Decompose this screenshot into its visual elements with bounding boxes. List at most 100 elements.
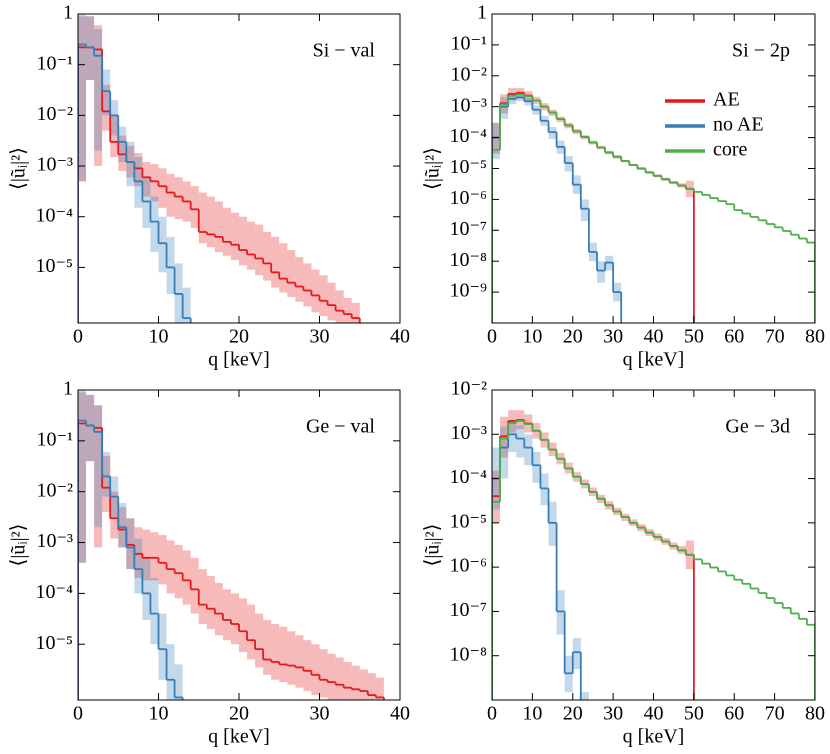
error-band [78,392,87,563]
error-band [335,290,344,323]
error-band [343,661,352,700]
error-band [126,518,135,570]
y-axis-label: ⟨|ũᵢ|²⟩ [8,524,30,567]
error-band [335,657,344,700]
x-tick-label: 0 [73,703,83,725]
x-tick-label: 10 [522,703,542,725]
y-tick-label: 10⁻² [450,378,487,400]
x-tick-label: 70 [765,326,785,348]
y-tick-label: 10⁻⁵ [449,510,487,532]
panel: 1 10⁻¹ 10⁻² 10⁻³ 10⁻⁴ 10⁻⁵ 10⁻⁶ 10⁻⁷ 10⁻⁸ 10⁻⁹ 0 10… [422,2,825,371]
error-band [158,613,167,680]
error-band [102,84,111,131]
error-band [86,394,95,462]
error-band [311,269,320,313]
plot-area [78,14,361,323]
y-tick-label: 10⁻⁷ [449,599,487,621]
error-band [102,69,111,116]
panel: 10⁻² 10⁻³ 10⁻⁴ 10⁻⁵ 10⁻⁶ 10⁻⁷ 10⁻⁸ 0 10 20 30 40 50 6… [422,378,825,748]
x-tick-label: 50 [684,703,704,725]
y-tick-label: 10⁻¹ [36,428,73,450]
error-band [214,201,223,253]
error-band [327,282,336,321]
error-band [359,669,368,700]
error-band [548,501,557,547]
error-band [351,665,360,700]
error-band [198,192,207,244]
error-band [263,231,272,281]
y-tick-label: 1 [63,378,73,400]
x-tick-label: 40 [644,703,664,725]
error-band [222,589,231,641]
error-band [311,644,320,696]
error-band [580,199,589,221]
plot-area [492,410,815,700]
error-band [508,420,517,452]
error-band [190,557,199,614]
error-band [142,162,151,197]
y-tick-label: 10⁻² [450,63,487,85]
x-tick-label: 30 [310,703,330,725]
y-tick-label: 10⁻¹ [450,32,487,54]
error-band [239,598,248,653]
x-tick-label: 60 [724,703,744,725]
error-band [110,491,119,539]
error-band [271,236,280,288]
error-band [295,257,304,302]
x-tick-label: 80 [805,326,825,348]
error-band [263,619,272,675]
error-band [214,583,223,636]
error-band [134,153,143,187]
error-band [532,451,541,483]
y-tick-label: 10⁻⁸ [449,249,487,271]
legend-label: AE [713,89,740,111]
y-tick-label: 10⁻⁷ [449,218,487,240]
legend-label: core [713,139,748,161]
error-band [556,590,565,635]
y-axis-label: ⟨|ũᵢ|²⟩ [422,147,444,190]
error-band [206,196,215,248]
error-band [327,653,336,700]
y-tick-label: 10⁻⁸ [449,643,487,665]
x-tick-label: 70 [765,703,785,725]
error-band [118,502,127,548]
x-axis-label: q [keV] [208,726,270,748]
error-band [343,297,352,323]
error-band [150,532,159,581]
error-band [174,544,183,599]
error-band [182,550,191,605]
error-band [492,122,501,160]
error-band [516,425,525,458]
panel-annotation: Si − val [313,40,376,62]
error-band [102,452,111,497]
error-band [206,575,215,629]
x-tick-label: 0 [73,326,83,348]
x-axis-label: q [keV] [623,349,685,371]
y-axis-label: ⟨|ũᵢ|²⟩ [8,147,30,190]
y-tick-label: 10⁻³ [36,154,73,176]
error-band [126,141,135,187]
error-band [166,236,175,294]
error-band [255,224,264,276]
error-band [110,100,119,136]
error-band [150,578,159,645]
error-band [500,426,509,479]
x-tick-label: 60 [724,326,744,348]
error-band [118,126,127,163]
plot-area [492,88,815,323]
y-tick-label: 10⁻⁴ [449,125,487,147]
y-tick-label: 10⁻⁵ [449,156,487,178]
error-band [287,250,296,298]
y-tick-label: 10⁻³ [450,422,487,444]
error-band [222,207,231,256]
x-tick-label: 20 [563,326,583,348]
x-tick-label: 10 [149,326,169,348]
error-band [158,216,167,273]
error-band [118,135,127,171]
error-band [500,97,509,119]
error-band [279,626,288,683]
y-tick-label: 10⁻⁴ [35,581,73,603]
error-band [78,390,87,563]
error-band [102,456,111,512]
